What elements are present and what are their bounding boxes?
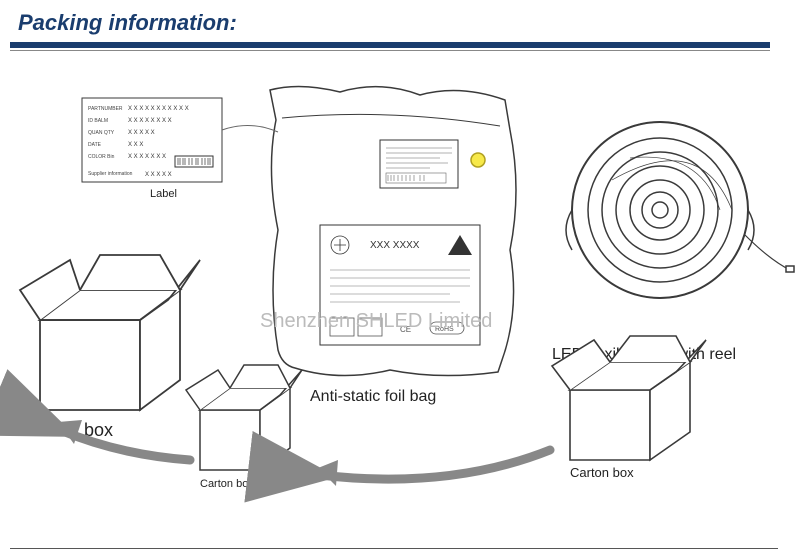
svg-text:COLOR Bin: COLOR Bin (88, 154, 115, 160)
bag-drawing: XXX XXXX CE RoHS (270, 86, 516, 375)
svg-text:XXX XXXX: XXX XXXX (370, 240, 420, 251)
carton-mid (186, 365, 302, 470)
title-rule-thin (10, 50, 770, 51)
section-title: Packing information: (0, 0, 800, 42)
svg-text:X X X X X: X X X X X (145, 172, 172, 178)
svg-text:X X X X X: X X X X X (128, 130, 155, 136)
title-rule-thick (10, 42, 770, 48)
reel-drawing (566, 122, 794, 298)
svg-text:PARTNUMBER: PARTNUMBER (88, 106, 123, 112)
svg-text:DATE: DATE (88, 142, 102, 148)
arrow-heads (58, 420, 338, 486)
bottom-rule (10, 548, 778, 549)
diagram-canvas: Shenzhen SHLED Limited Label Anti-static… (0, 60, 800, 540)
svg-text:Supplier information: Supplier information (88, 171, 133, 177)
svg-text:X X X X X X X X: X X X X X X X X (128, 118, 172, 124)
label-drawing: PARTNUMBER ID BALM QUAN QTY DATE COLOR B… (82, 98, 222, 182)
flow-arrows (60, 430, 550, 479)
svg-text:ID BALM: ID BALM (88, 118, 108, 124)
carton-large (20, 255, 200, 410)
diagram-svg: PARTNUMBER ID BALM QUAN QTY DATE COLOR B… (0, 60, 800, 540)
svg-text:QUAN QTY: QUAN QTY (88, 130, 115, 136)
carton-right (552, 336, 706, 460)
svg-text:X X X X X X X X X X X: X X X X X X X X X X X (128, 106, 189, 112)
svg-text:X X X: X X X (128, 142, 143, 148)
svg-text:RoHS: RoHS (435, 326, 454, 333)
svg-text:CE: CE (400, 325, 411, 334)
svg-text:X X X X X X X: X X X X X X X (128, 154, 166, 160)
